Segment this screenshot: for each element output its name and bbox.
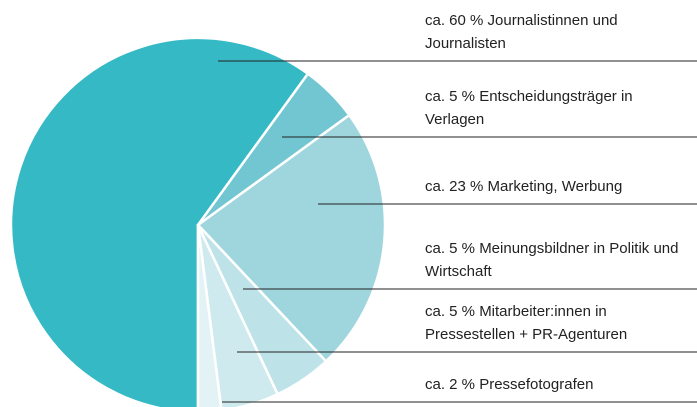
slice-label: ca. 5 % Meinungsbildner in Politik und W…: [425, 240, 679, 280]
pie-slice: [196, 113, 387, 364]
slice-label: ca. 5 % Entscheidungsträger in Verlagen: [425, 88, 633, 128]
pie-slice: [196, 224, 280, 407]
pie-slice: [196, 224, 223, 407]
pie-slice: [9, 36, 310, 407]
slice-label: ca. 60 % Journalistinnen und Journaliste…: [425, 12, 618, 52]
slice-label: ca. 23 % Marketing, Werbung: [425, 178, 623, 195]
slice-label: ca. 2 % Pressefotografen: [425, 376, 594, 393]
slice-label: ca. 5 % Mitarbeiter:innen in Pressestell…: [425, 303, 628, 343]
